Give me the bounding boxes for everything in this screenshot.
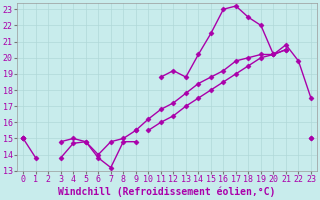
X-axis label: Windchill (Refroidissement éolien,°C): Windchill (Refroidissement éolien,°C)	[58, 187, 276, 197]
